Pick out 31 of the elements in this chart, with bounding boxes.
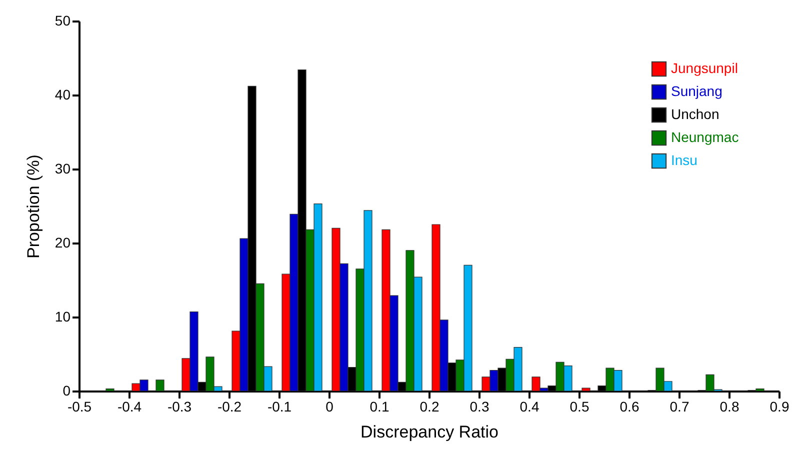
x-tick-label: -0.2 bbox=[217, 398, 242, 414]
x-tick-label: -0.3 bbox=[167, 398, 192, 414]
y-tick-label: 40 bbox=[54, 86, 71, 102]
bar bbox=[582, 388, 590, 392]
y-axis-title: Propotion (%) bbox=[24, 154, 43, 258]
legend-label: Unchon bbox=[671, 106, 720, 122]
x-tick-label: -0.4 bbox=[117, 398, 142, 414]
x-tick-label: 0.4 bbox=[520, 398, 540, 414]
x-tick-label: 0.6 bbox=[620, 398, 640, 414]
x-axis-title: Discrepancy Ratio bbox=[360, 422, 498, 442]
x-tick-label: 0.3 bbox=[470, 398, 490, 414]
y-tick-label: 10 bbox=[54, 308, 71, 324]
y-tick-label: 50 bbox=[54, 12, 71, 28]
x-tick-label: 0.8 bbox=[720, 398, 740, 414]
legend-label: Insu bbox=[671, 152, 698, 168]
x-tick-label: 0.1 bbox=[370, 398, 390, 414]
x-tick-label: 0.7 bbox=[670, 398, 690, 414]
x-tick-label: 0.2 bbox=[420, 398, 440, 414]
y-tick-label: 30 bbox=[54, 160, 71, 176]
x-tick-label: -0.1 bbox=[267, 398, 292, 414]
y-tick-label: 0 bbox=[62, 382, 71, 398]
x-tick-label: 0.5 bbox=[570, 398, 590, 414]
legend-label: Neungmac bbox=[671, 129, 739, 145]
bar bbox=[106, 388, 114, 392]
x-tick-label: 0 bbox=[326, 398, 334, 414]
bar bbox=[156, 380, 164, 392]
x-tick-label: 0.9 bbox=[770, 398, 790, 414]
legend-label: Jungsunpil bbox=[671, 60, 738, 76]
x-tick-label: -0.5 bbox=[67, 398, 92, 414]
legend-label: Sunjang bbox=[671, 83, 722, 99]
y-tick-label: 20 bbox=[54, 234, 71, 250]
